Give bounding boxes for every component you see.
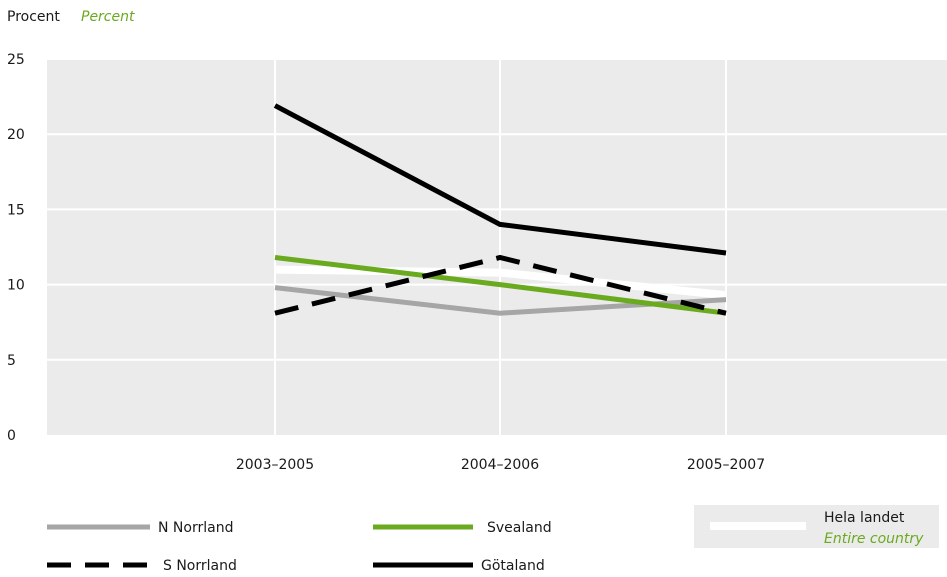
x-tick-label-2: 2005–2007 xyxy=(687,457,765,473)
y-axis-label-translation: Percent xyxy=(81,9,135,25)
x-axis-ticks: 2003–2005 2004–2006 2005–2007 xyxy=(236,457,765,473)
legend-label-s-norrland: S Norrland xyxy=(163,558,237,574)
series-line-hela-landet xyxy=(274,265,727,300)
y-tick-label-15: 15 xyxy=(7,202,25,218)
legend-label-svealand: Svealand xyxy=(487,520,552,536)
series-line-s-norrland xyxy=(274,254,727,316)
y-tick-label-5: 5 xyxy=(7,353,16,369)
y-tick-label-20: 20 xyxy=(7,127,25,143)
series-line-svealand xyxy=(274,255,727,316)
legend-label-hela-landet: Hela landet xyxy=(824,510,905,526)
series-line-g-taland xyxy=(273,103,727,256)
plot-area xyxy=(47,59,947,435)
series-lines xyxy=(273,103,727,316)
legend-label-n-norrland: N Norrland xyxy=(158,520,233,536)
x-tick-label-0: 2003–2005 xyxy=(236,457,314,473)
y-tick-label-25: 25 xyxy=(7,52,25,68)
y-tick-label-10: 10 xyxy=(7,278,25,294)
legend-label-gotaland: Götaland xyxy=(481,558,545,574)
legend: N Norrland S Norrland Svealand Götaland … xyxy=(47,505,939,574)
horizontal-gridlines xyxy=(47,58,947,361)
y-tick-label-0: 0 xyxy=(7,428,16,444)
legend-label-entire-country: Entire country xyxy=(824,531,924,547)
y-axis-ticks: 0 5 10 15 20 25 xyxy=(7,52,25,444)
y-axis-label: Procent xyxy=(7,9,60,25)
vertical-gridlines xyxy=(274,59,727,435)
x-tick-label-1: 2004–2006 xyxy=(461,457,539,473)
